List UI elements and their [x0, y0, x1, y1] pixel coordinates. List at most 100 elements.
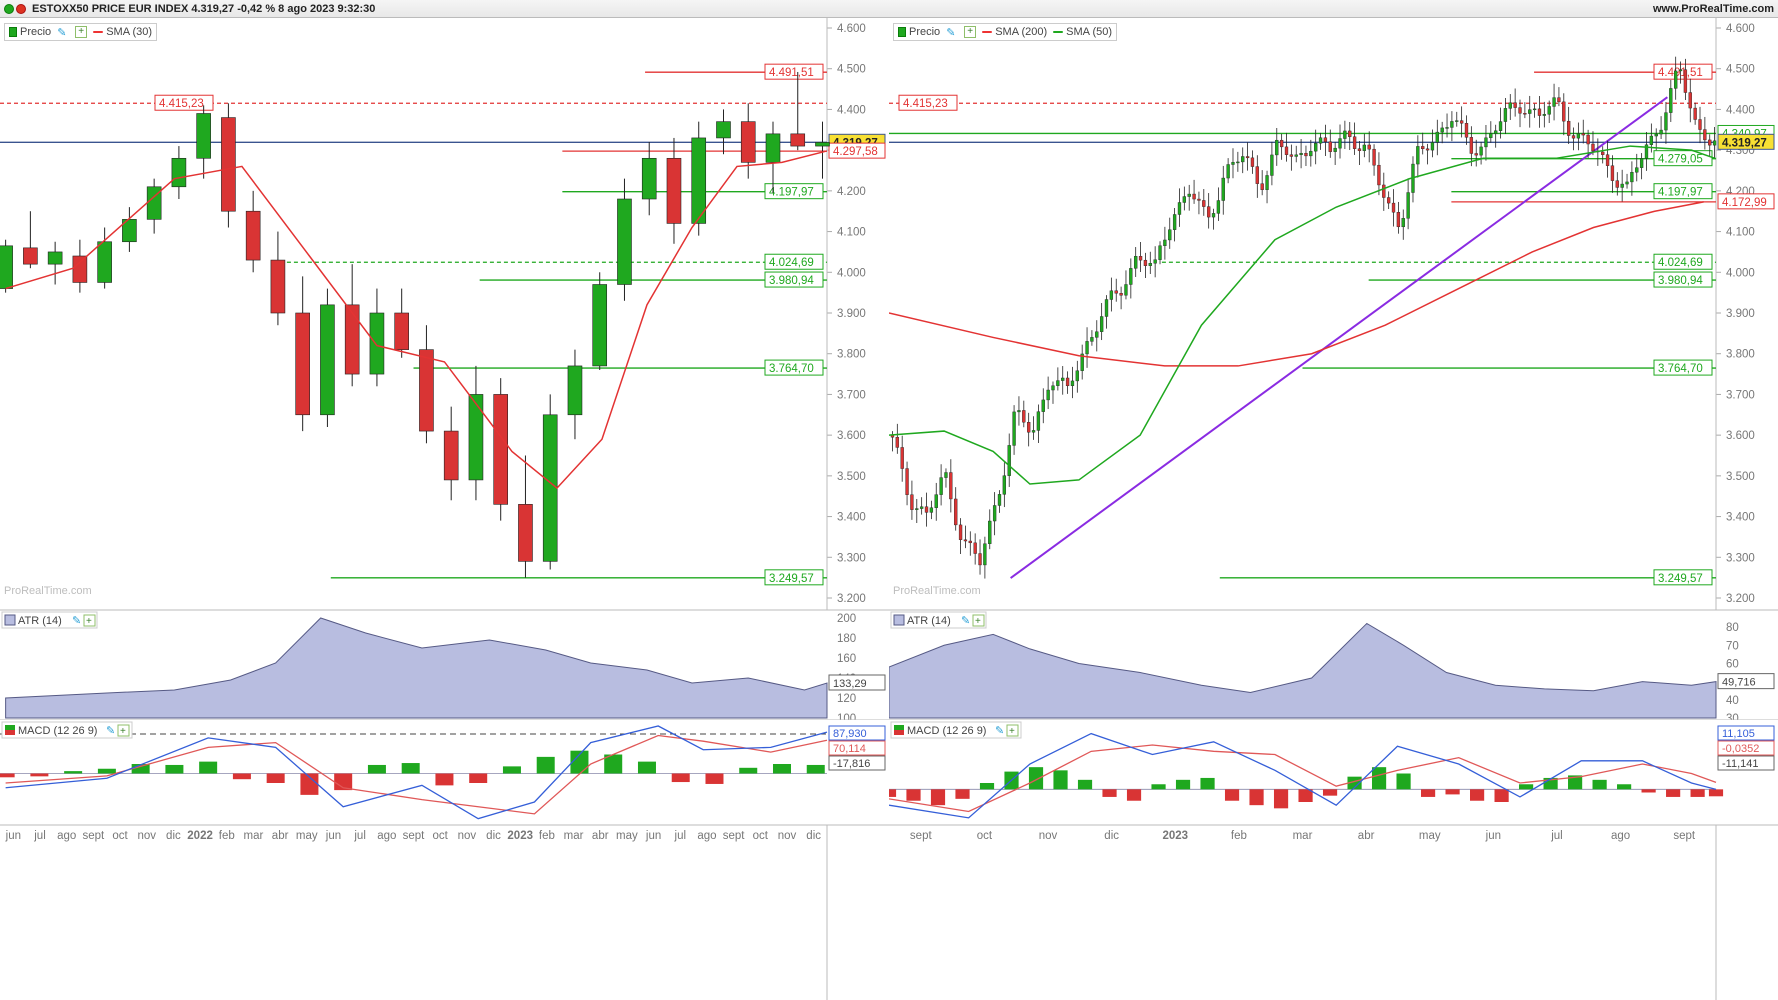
- svg-text:jun: jun: [5, 830, 21, 842]
- svg-text:may: may: [296, 830, 318, 842]
- svg-text:abr: abr: [592, 830, 609, 842]
- legend-item-sma30[interactable]: SMA (30): [93, 26, 152, 38]
- legend-left[interactable]: Precio ✎ + SMA (30): [4, 23, 157, 41]
- svg-text:40: 40: [1726, 695, 1739, 707]
- svg-text:3.300: 3.300: [837, 552, 866, 564]
- svg-text:4.279,05: 4.279,05: [1658, 154, 1703, 166]
- svg-text:70: 70: [1726, 640, 1739, 652]
- svg-text:abr: abr: [272, 830, 289, 842]
- svg-text:4.600: 4.600: [837, 23, 866, 35]
- svg-text:4.400: 4.400: [837, 104, 866, 116]
- svg-text:3.600: 3.600: [1726, 430, 1755, 442]
- svg-text:ProRealTime.com: ProRealTime.com: [893, 585, 981, 597]
- svg-text:3.764,70: 3.764,70: [1658, 363, 1703, 375]
- svg-text:4.319,27: 4.319,27: [1722, 137, 1767, 149]
- svg-text:+: +: [975, 616, 981, 627]
- svg-text:ATR (14): ATR (14): [18, 615, 62, 627]
- svg-text:may: may: [1419, 830, 1441, 842]
- svg-text:2023: 2023: [507, 830, 533, 842]
- svg-text:180: 180: [837, 633, 856, 645]
- svg-text:4.297,58: 4.297,58: [833, 146, 878, 158]
- svg-text:feb: feb: [1231, 830, 1247, 842]
- svg-text:+: +: [1009, 726, 1015, 737]
- svg-text:4.172,99: 4.172,99: [1722, 197, 1767, 209]
- svg-text:+: +: [120, 726, 126, 737]
- svg-text:sept: sept: [723, 830, 746, 842]
- svg-text:feb: feb: [219, 830, 235, 842]
- app-titlebar: ESTOXX50 PRICE EUR INDEX 4.319,27 -0,42 …: [0, 0, 1778, 18]
- legend-right[interactable]: Precio ✎ + SMA (200) SMA (50): [893, 23, 1117, 41]
- wrench-icon[interactable]: ✎: [57, 26, 69, 38]
- svg-text:feb: feb: [539, 830, 555, 842]
- svg-text:mar: mar: [244, 830, 264, 842]
- svg-text:4.415,23: 4.415,23: [159, 98, 204, 110]
- svg-text:ago: ago: [57, 830, 76, 842]
- svg-text:dic: dic: [486, 830, 501, 842]
- svg-text:ago: ago: [697, 830, 716, 842]
- svg-text:4.197,97: 4.197,97: [769, 187, 814, 199]
- svg-text:3.300: 3.300: [1726, 552, 1755, 564]
- svg-text:✎: ✎: [961, 615, 970, 627]
- svg-text:4.024,69: 4.024,69: [769, 257, 814, 269]
- svg-text:nov: nov: [1039, 830, 1058, 842]
- svg-text:49,716: 49,716: [1722, 677, 1756, 689]
- svg-text:160: 160: [837, 653, 856, 665]
- svg-text:4.024,69: 4.024,69: [1658, 257, 1703, 269]
- svg-text:3.980,94: 3.980,94: [1658, 275, 1703, 287]
- svg-text:oct: oct: [977, 830, 993, 842]
- legend-item-precio[interactable]: Precio: [9, 26, 51, 38]
- legend-item-sma50[interactable]: SMA (50): [1053, 26, 1112, 38]
- svg-text:3.900: 3.900: [837, 308, 866, 320]
- add-icon[interactable]: +: [964, 26, 976, 38]
- svg-text:ago: ago: [1611, 830, 1630, 842]
- svg-text:133,29: 133,29: [833, 678, 867, 690]
- svg-text:jun: jun: [325, 830, 341, 842]
- svg-text:MACD (12 26 9): MACD (12 26 9): [18, 725, 97, 737]
- svg-text:-0,0352: -0,0352: [1722, 743, 1759, 755]
- chart-panel-right: 3.2003.3003.4003.5003.6003.7003.8003.900…: [889, 18, 1778, 1000]
- window-title: ESTOXX50 PRICE EUR INDEX 4.319,27 -0,42 …: [32, 3, 375, 15]
- svg-text:3.200: 3.200: [837, 593, 866, 605]
- svg-text:ATR (14): ATR (14): [907, 615, 951, 627]
- svg-text:3.800: 3.800: [1726, 349, 1755, 361]
- svg-text:4.000: 4.000: [837, 267, 866, 279]
- svg-text:4.200: 4.200: [837, 186, 866, 198]
- svg-text:abr: abr: [1358, 830, 1375, 842]
- svg-text:jul: jul: [674, 830, 687, 842]
- legend-item-precio[interactable]: Precio: [898, 26, 940, 38]
- svg-text:3.800: 3.800: [837, 349, 866, 361]
- svg-text:4.491,51: 4.491,51: [769, 67, 814, 79]
- svg-text:200: 200: [837, 613, 856, 625]
- svg-text:nov: nov: [137, 830, 156, 842]
- svg-text:dic: dic: [166, 830, 181, 842]
- svg-text:4.600: 4.600: [1726, 23, 1755, 35]
- svg-text:nov: nov: [778, 830, 797, 842]
- svg-text:3.249,57: 3.249,57: [1658, 573, 1703, 585]
- svg-text:jul: jul: [33, 830, 46, 842]
- svg-text:ProRealTime.com: ProRealTime.com: [4, 585, 92, 597]
- svg-text:2023: 2023: [1162, 830, 1188, 842]
- svg-text:mar: mar: [564, 830, 584, 842]
- legend-item-sma200[interactable]: SMA (200): [982, 26, 1047, 38]
- svg-text:3.249,57: 3.249,57: [769, 573, 814, 585]
- svg-text:sept: sept: [910, 830, 933, 842]
- svg-text:jun: jun: [1485, 830, 1501, 842]
- svg-text:70,114: 70,114: [833, 743, 866, 755]
- svg-text:sept: sept: [403, 830, 426, 842]
- svg-text:3.400: 3.400: [1726, 512, 1755, 524]
- svg-text:4.400: 4.400: [1726, 104, 1755, 116]
- svg-text:MACD (12 26 9): MACD (12 26 9): [907, 725, 986, 737]
- svg-text:3.500: 3.500: [837, 471, 866, 483]
- svg-text:4.500: 4.500: [1726, 64, 1755, 76]
- svg-text:3.900: 3.900: [1726, 308, 1755, 320]
- svg-text:oct: oct: [753, 830, 769, 842]
- svg-text:4.415,23: 4.415,23: [903, 98, 948, 110]
- add-icon[interactable]: +: [75, 26, 87, 38]
- svg-text:oct: oct: [112, 830, 128, 842]
- svg-text:3.700: 3.700: [837, 389, 866, 401]
- svg-text:4.500: 4.500: [837, 64, 866, 76]
- wrench-icon[interactable]: ✎: [946, 26, 958, 38]
- svg-text:80: 80: [1726, 622, 1739, 634]
- svg-text:jul: jul: [1550, 830, 1563, 842]
- site-link[interactable]: www.ProRealTime.com: [1653, 3, 1774, 15]
